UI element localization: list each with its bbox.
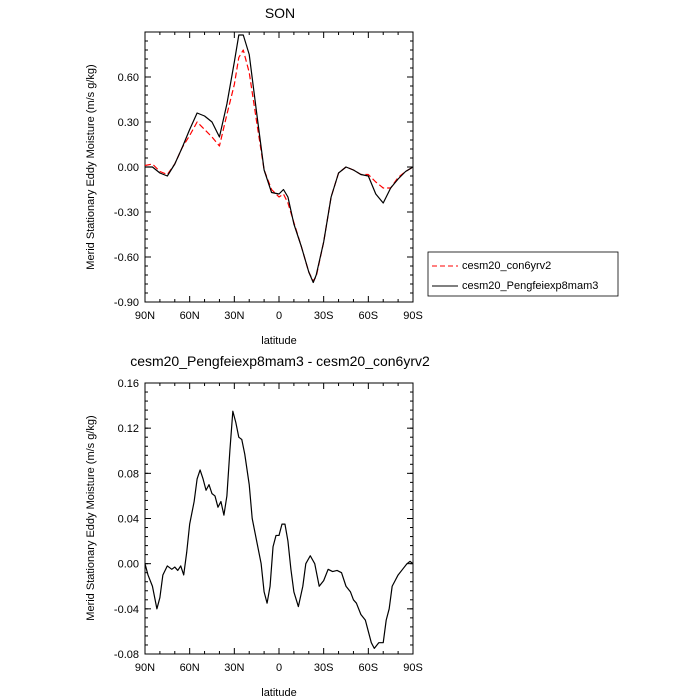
top-series-line-1 xyxy=(145,34,414,284)
top-x-tick-label: 60S xyxy=(359,310,379,322)
bottom-x-tick-label: 60N xyxy=(180,662,200,674)
top-plot-frame xyxy=(144,31,414,303)
bottom-plot-frame xyxy=(144,382,414,655)
top-y-tick-label: 0.30 xyxy=(118,117,139,129)
top-y-tick-label: -0.30 xyxy=(114,207,139,219)
bottom-y-tick-label: -0.04 xyxy=(114,604,139,616)
bottom-y-tick-label: 0.04 xyxy=(118,514,139,526)
top-panel: SON 90N 60N 30N 0 30S 60S 90S -0.90 -0.60 -0.30 0.… xyxy=(85,5,619,347)
top-y-tick-label: -0.90 xyxy=(114,297,139,309)
bottom-x-tick-label: 0 xyxy=(276,662,282,674)
bottom-series-line-0 xyxy=(144,410,414,649)
bottom-y-tick-label: 0.12 xyxy=(118,423,139,435)
top-x-axis-label: latitude xyxy=(261,335,296,347)
top-x-tick-label: 0 xyxy=(276,310,282,322)
bottom-x-tick-label: 90N xyxy=(135,662,155,674)
bottom-x-axis-label: latitude xyxy=(261,687,296,699)
top-x-tick-label: 30N xyxy=(224,310,244,322)
top-title: SON xyxy=(265,5,295,21)
bottom-ticks: 90N 60N 30N 0 30S 60S 90S -0.08 -0.04 0.00 0.04 0.0… xyxy=(114,378,423,674)
bottom-x-tick-label: 30S xyxy=(314,662,334,674)
bottom-y-tick-label: 0.16 xyxy=(118,378,139,390)
bottom-y-tick-label: 0.00 xyxy=(118,559,139,571)
legend: cesm20_con6yrv2 cesm20_Pengfeiexp8mam3 xyxy=(427,251,619,297)
bottom-title: cesm20_Pengfeiexp8mam3 - cesm20_con6yrv2 xyxy=(130,353,430,369)
top-x-tick-label: 90N xyxy=(135,310,155,322)
top-ticks: 90N 60N 30N 0 30S 60S 90S -0.90 -0.60 -0.30 0.00 0.… xyxy=(114,31,423,322)
top-x-tick-label: 30S xyxy=(314,310,334,322)
top-y-tick-label: 0.00 xyxy=(118,162,139,174)
top-x-tick-label: 90S xyxy=(403,310,423,322)
bottom-y-axis-label: Merid Stationary Eddy Moisture (m/s g/kg… xyxy=(85,415,97,620)
bottom-x-tick-label: 60S xyxy=(359,662,379,674)
top-x-tick-label: 60N xyxy=(180,310,200,322)
bottom-y-tick-label: -0.08 xyxy=(114,649,139,661)
bottom-panel: cesm20_Pengfeiexp8mam3 - cesm20_con6yrv2… xyxy=(85,353,430,699)
top-series xyxy=(144,34,414,284)
top-y-tick-label: 0.60 xyxy=(118,72,139,84)
top-y-tick-label: -0.60 xyxy=(114,252,139,264)
legend-label-1: cesm20_Pengfeiexp8mam3 xyxy=(462,280,598,292)
legend-box xyxy=(427,251,619,297)
bottom-y-tick-label: 0.08 xyxy=(118,468,139,480)
bottom-x-tick-label: 30N xyxy=(224,662,244,674)
top-series-line-0 xyxy=(144,49,414,282)
bottom-series xyxy=(144,410,414,649)
top-y-axis-label: Merid Stationary Eddy Moisture (m/s g/kg… xyxy=(85,64,97,269)
legend-label-0: cesm20_con6yrv2 xyxy=(462,260,551,272)
bottom-x-tick-label: 90S xyxy=(403,662,423,674)
